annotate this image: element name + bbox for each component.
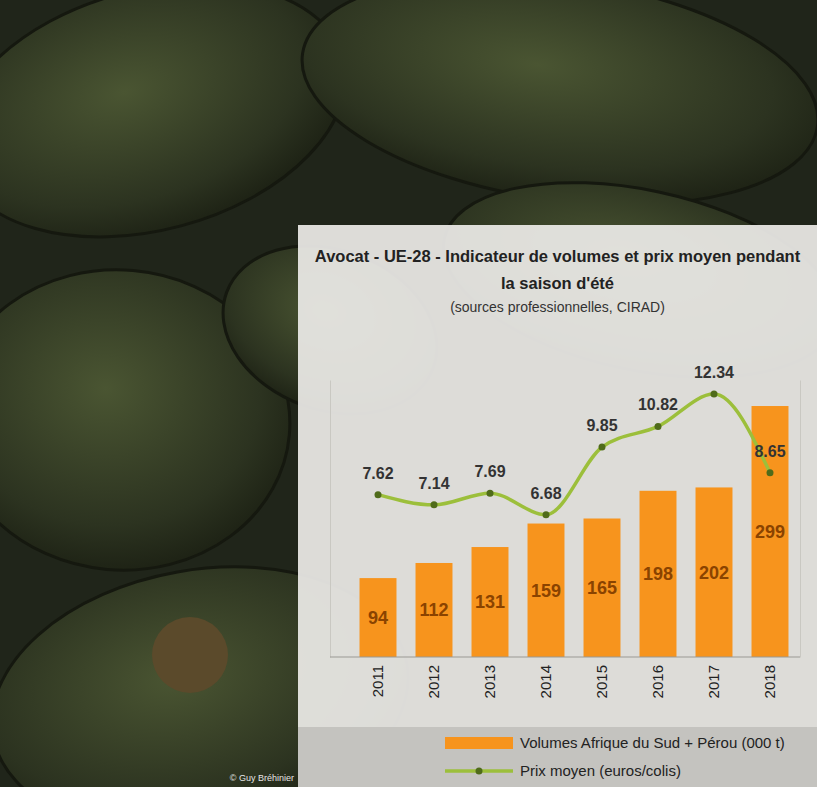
- price-label: 9.85: [586, 417, 617, 434]
- chart: Avocat - UE-28 - Indicateur de volumes e…: [0, 0, 817, 787]
- bar: [416, 563, 453, 657]
- bar-label: 131: [475, 592, 505, 612]
- price-marker: [543, 511, 550, 518]
- price-marker: [767, 469, 774, 476]
- price-label: 7.69: [474, 463, 505, 480]
- x-tick-label: 2011: [369, 665, 386, 697]
- x-tick-label: 2014: [537, 665, 554, 698]
- bar: [360, 578, 397, 657]
- x-axis-line: [330, 657, 800, 658]
- bar-label: 202: [699, 563, 729, 583]
- legend-item: Volumes Afrique du Sud + Pérou (000 t): [445, 734, 785, 751]
- price-label: 12.34: [694, 364, 734, 381]
- bar-label: 94: [368, 608, 388, 628]
- legend-box: [298, 727, 817, 787]
- legend-label: Prix moyen (euros/colis): [520, 762, 681, 779]
- price-label: 7.62: [362, 465, 393, 482]
- bar-label: 112: [419, 600, 448, 620]
- bar: [584, 519, 621, 658]
- legend-label: Volumes Afrique du Sud + Pérou (000 t): [520, 734, 785, 751]
- price-label: 7.14: [418, 475, 449, 492]
- x-tick-label: 2012: [425, 665, 442, 698]
- price-marker: [655, 423, 662, 430]
- x-tick-label: 2013: [481, 665, 498, 698]
- bar-label: 198: [643, 564, 673, 584]
- background-photo: [0, 0, 817, 787]
- data-labels: 94 112 131 159 165 198 202 299 7.62 7.14 7.69 6.68 9…: [362, 364, 785, 628]
- price-marker: [487, 490, 494, 497]
- x-tick: 2012: [425, 657, 442, 698]
- title: Avocat - UE-28 - Indicateur de volumes e…: [315, 247, 801, 292]
- photo-credit: © Guy Bréhinier: [230, 773, 294, 783]
- price-marker: [711, 391, 718, 398]
- x-tick-label: 2015: [593, 665, 610, 698]
- subtitle: (sources professionnelles, CIRAD): [450, 299, 665, 315]
- legend-swatch: [445, 737, 513, 749]
- avocado-stem: [152, 617, 228, 693]
- legend: Volumes Afrique du Sud + Pérou (000 t) Pr…: [298, 727, 817, 787]
- y2-axis: [800, 381, 801, 658]
- price-marker: [599, 444, 606, 451]
- axis-line: [800, 381, 801, 658]
- x-tick-label: 2017: [705, 665, 722, 698]
- bar-label: 165: [587, 578, 617, 598]
- x-tick-label: 2016: [649, 665, 666, 698]
- x-tick: 2018: [761, 657, 778, 698]
- bar: [472, 547, 509, 657]
- plot-marks: [360, 391, 789, 657]
- panel: [298, 225, 817, 787]
- price-label: 10.82: [638, 396, 678, 413]
- x-tick: 2013: [481, 657, 498, 698]
- legend-item: Prix moyen (euros/colis): [445, 762, 681, 779]
- x-axis: 2011 2012 2013 2014 2015 2016 2017 2018: [330, 657, 800, 698]
- x-tick: 2015: [593, 657, 610, 698]
- x-tick: 2016: [649, 657, 666, 698]
- bar: [752, 406, 789, 657]
- price-line: [378, 394, 770, 515]
- legend-marker: [476, 768, 483, 775]
- x-tick: 2014: [537, 657, 554, 698]
- bar: [640, 491, 677, 657]
- axis-line: [330, 381, 331, 658]
- bar: [696, 487, 733, 657]
- price-label: 6.68: [530, 485, 561, 502]
- y-axis: [330, 381, 331, 658]
- x-tick: 2017: [705, 657, 722, 698]
- x-tick: 2011: [369, 657, 386, 697]
- x-tick-label: 2018: [761, 665, 778, 698]
- price-marker: [431, 501, 438, 508]
- bar: [528, 524, 565, 657]
- bar-label: 159: [531, 581, 561, 601]
- bar-label: 299: [755, 522, 785, 542]
- price-label: 8.65: [754, 443, 785, 460]
- price-marker: [375, 491, 382, 498]
